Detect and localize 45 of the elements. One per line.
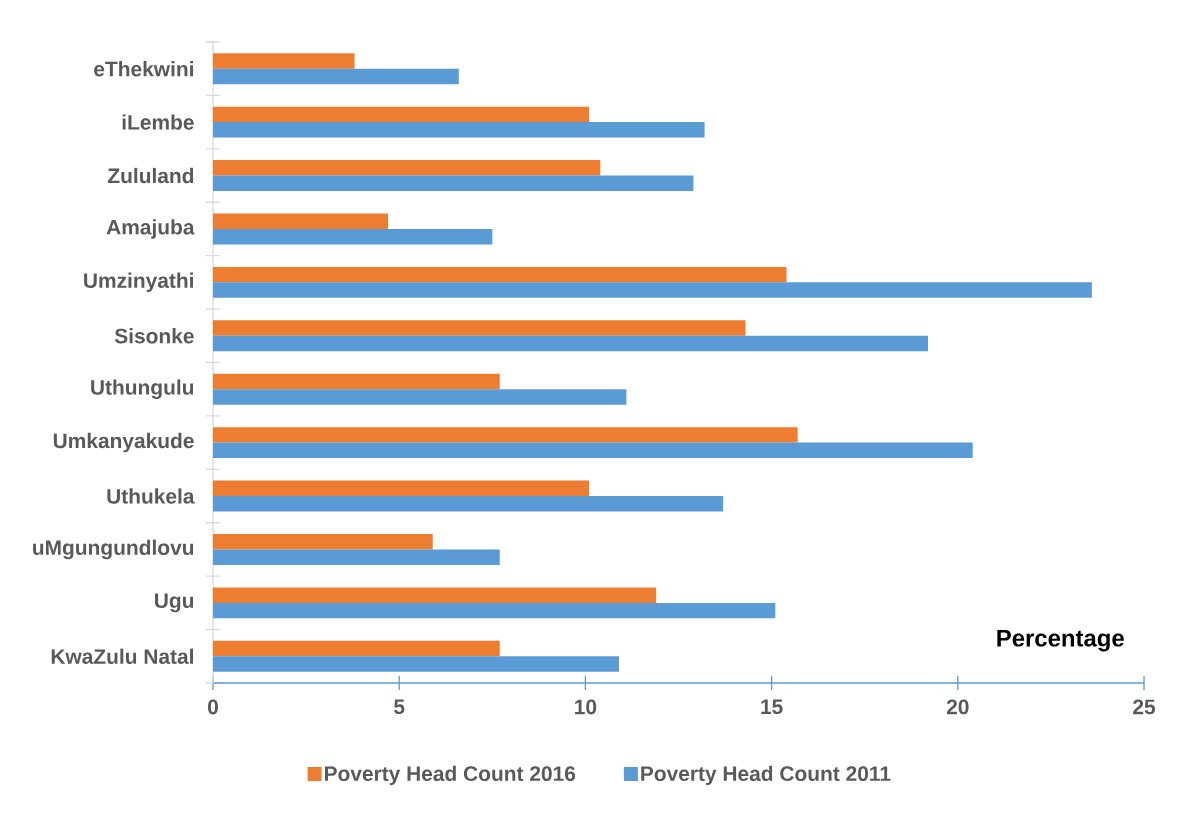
bar [213,373,500,390]
bar [213,427,798,443]
x-tick-label: 20 [946,699,969,715]
bar [213,442,973,459]
y-tick-label: uMgungundlovu [33,539,194,560]
bar [213,549,500,565]
x-tick-label: 25 [1133,699,1156,715]
y-tick-label: Amajuba [106,219,195,239]
bar [213,656,619,672]
bar [213,122,705,138]
bar [213,587,657,603]
legend-label: Poverty Head Count 2011 [641,765,891,786]
bar [213,228,493,245]
y-tick-label: eThekwini [94,61,193,77]
y-tick-label: Sisonke [114,328,194,344]
bar [213,213,389,229]
y-tick-label: Uthukela [107,488,195,504]
bar [213,389,627,405]
bar [213,175,694,192]
bar [213,335,929,352]
legend-label: Poverty Head Count 2016 [324,765,576,786]
bar [213,640,500,657]
bar [213,266,787,283]
y-tick-label: Ugu [155,593,194,613]
x-tick-label: 10 [575,699,597,715]
y-tick-label: Umkanyakude [53,432,194,453]
bar [213,320,746,336]
bar [213,282,1092,298]
x-tick-label: 15 [761,699,783,715]
x-tick-label: 5 [394,699,405,715]
bar [213,496,724,512]
bar [213,68,459,85]
y-tick-label: Zululand [107,167,194,184]
bar [213,533,433,550]
bar [213,602,776,619]
bar [213,106,590,123]
bar [213,480,590,497]
y-tick-label: Uthungulu [91,379,194,399]
y-tick-label: iLembe [122,114,194,130]
bar [213,160,601,176]
y-tick-label: Umzinyathi [84,272,193,293]
x-axis-title: Percentage [997,629,1124,652]
bar [213,53,355,69]
x-tick-label: 0 [208,699,218,715]
y-tick-label: KwaZulu Natal [51,648,193,664]
